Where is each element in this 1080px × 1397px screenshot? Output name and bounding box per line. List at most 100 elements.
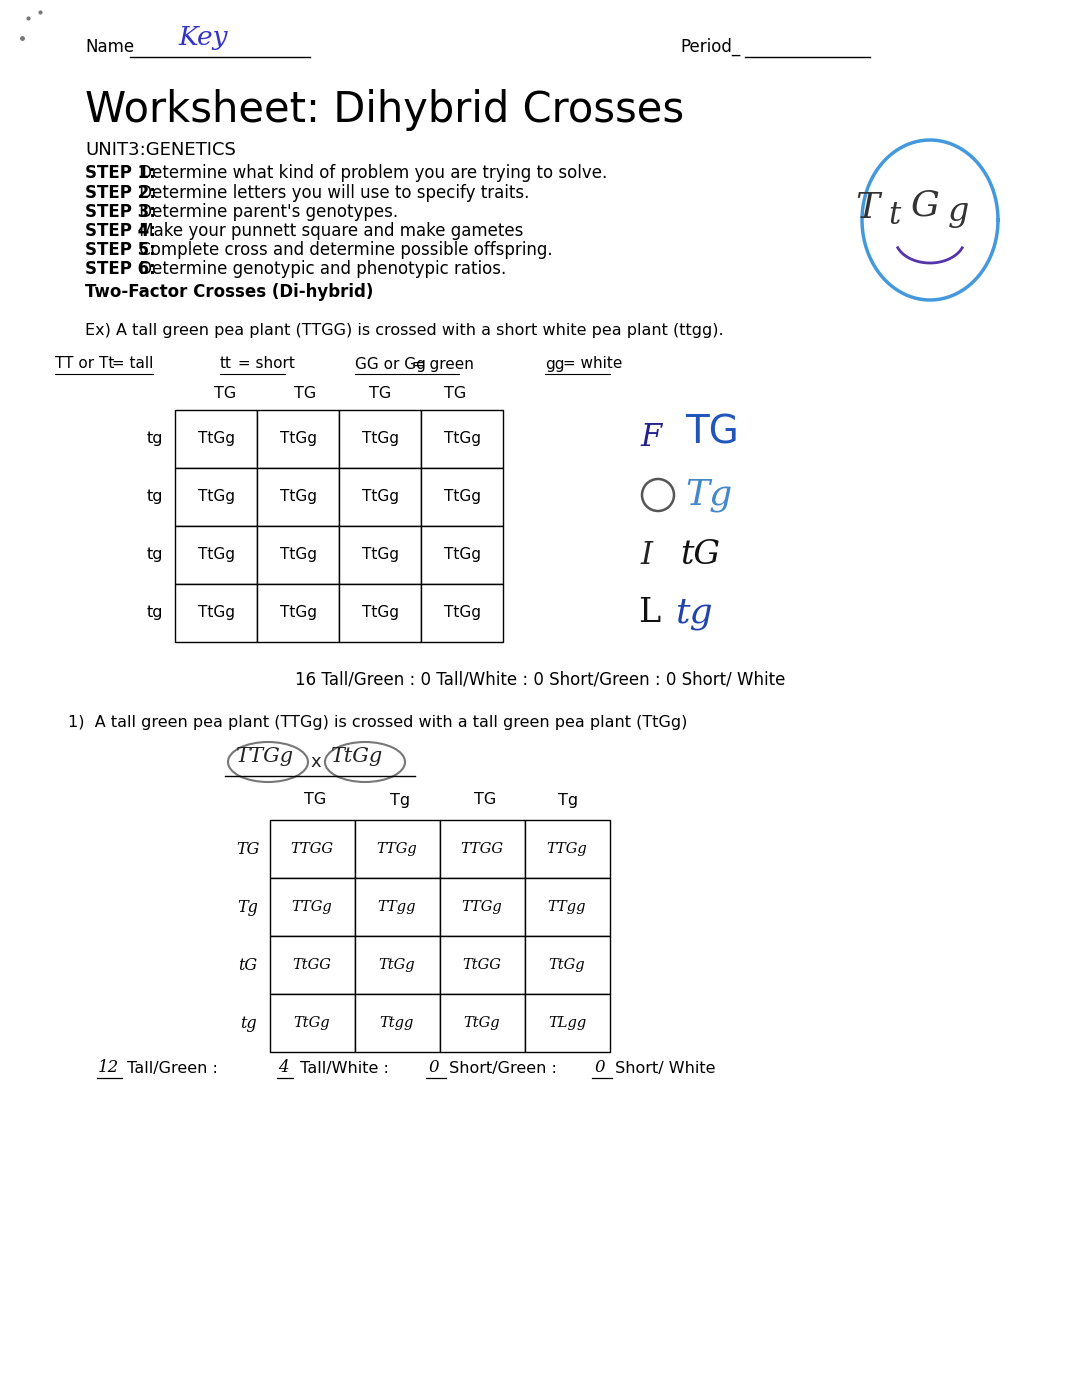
Text: x: x	[310, 753, 321, 771]
Bar	[440, 936, 525, 995]
Text: Ttgg: Ttgg	[380, 1016, 415, 1030]
Text: Tg: Tg	[558, 792, 578, 807]
Text: TtGG: TtGG	[462, 958, 501, 972]
Text: TTgg: TTgg	[548, 900, 586, 914]
Text: 1)  A tall green pea plant (TTGg) is crossed with a tall green pea plant (TtGg): 1) A tall green pea plant (TTGg) is cros…	[68, 714, 687, 729]
Text: Period_: Period_	[680, 38, 740, 56]
Text: TtGg: TtGg	[280, 489, 316, 504]
Text: Short/ White: Short/ White	[610, 1060, 715, 1076]
Bar	[175, 409, 257, 468]
Text: Tg: Tg	[238, 898, 258, 915]
Bar	[355, 936, 440, 995]
Bar	[355, 995, 440, 1052]
Text: Key: Key	[178, 25, 228, 50]
Text: STEP 4:: STEP 4:	[85, 222, 156, 240]
Text: TtGg: TtGg	[463, 1016, 500, 1030]
Text: 4: 4	[278, 1059, 288, 1077]
Text: tg: tg	[675, 597, 713, 630]
Text: STEP 3:: STEP 3:	[85, 203, 156, 221]
Text: TTGg: TTGg	[377, 842, 417, 856]
Bar	[270, 995, 355, 1052]
Bar	[421, 468, 503, 527]
Bar	[421, 584, 503, 643]
Text: Complete cross and determine possible offspring.: Complete cross and determine possible of…	[134, 242, 553, 258]
Bar	[270, 877, 355, 936]
Bar	[440, 877, 525, 936]
Bar	[257, 527, 339, 584]
Bar	[525, 877, 610, 936]
Text: TtGg: TtGg	[330, 747, 382, 767]
Text: gg: gg	[545, 356, 565, 372]
Bar	[175, 527, 257, 584]
Text: t: t	[888, 200, 901, 231]
Text: I: I	[640, 539, 652, 570]
Bar	[175, 584, 257, 643]
Text: g: g	[948, 196, 970, 228]
Text: TtGg: TtGg	[362, 548, 399, 563]
Text: G: G	[910, 189, 939, 222]
Text: TtGg: TtGg	[362, 489, 399, 504]
Bar	[440, 995, 525, 1052]
Bar	[440, 820, 525, 877]
Text: TtGg: TtGg	[280, 605, 316, 620]
Text: TtGg: TtGg	[294, 1016, 330, 1030]
Text: Ex) A tall green pea plant (TTGG) is crossed with a short white pea plant (ttgg): Ex) A tall green pea plant (TTGG) is cro…	[85, 323, 724, 338]
Bar	[355, 820, 440, 877]
Text: TtGg: TtGg	[444, 489, 481, 504]
Text: TT or Tt: TT or Tt	[55, 356, 114, 372]
Bar	[421, 409, 503, 468]
Text: TtGg: TtGg	[198, 432, 234, 447]
Text: Tg: Tg	[390, 792, 410, 807]
Text: 16 Tall/Green : 0 Tall/White : 0 Short/Green : 0 Short/ White: 16 Tall/Green : 0 Tall/White : 0 Short/G…	[295, 671, 785, 689]
Text: TG: TG	[369, 386, 391, 401]
Text: TLgg: TLgg	[548, 1016, 586, 1030]
Text: = short: = short	[233, 356, 295, 372]
Text: Determine letters you will use to specify traits.: Determine letters you will use to specif…	[134, 184, 529, 203]
Text: TtGg: TtGg	[444, 432, 481, 447]
Text: STEP 6:: STEP 6:	[85, 260, 156, 278]
Text: TTGg: TTGg	[235, 747, 293, 767]
Bar	[270, 820, 355, 877]
Text: Worksheet: Dihybrid Crosses: Worksheet: Dihybrid Crosses	[85, 89, 684, 131]
Bar	[525, 995, 610, 1052]
Text: TG: TG	[303, 792, 326, 807]
Text: TtGG: TtGG	[293, 958, 332, 972]
Text: TG: TG	[237, 841, 259, 858]
Bar	[339, 584, 421, 643]
Bar	[525, 820, 610, 877]
Text: 0: 0	[428, 1059, 438, 1077]
Text: F: F	[640, 422, 661, 454]
Text: tg: tg	[147, 605, 163, 620]
Text: TtGg: TtGg	[198, 489, 234, 504]
Text: = green: = green	[407, 356, 474, 372]
Text: TG: TG	[474, 792, 496, 807]
Text: TG: TG	[294, 386, 316, 401]
Text: = white: = white	[558, 356, 622, 372]
Text: Tall/White :: Tall/White :	[295, 1060, 394, 1076]
Text: UNIT3:GENETICS: UNIT3:GENETICS	[85, 141, 235, 159]
Text: TG: TG	[444, 386, 467, 401]
Text: TTGg: TTGg	[546, 842, 588, 856]
Text: GG or Gg: GG or Gg	[355, 356, 426, 372]
Text: TTGG: TTGG	[291, 842, 334, 856]
Text: Determine genotypic and phenotypic ratios.: Determine genotypic and phenotypic ratio…	[134, 260, 507, 278]
Text: Tg: Tg	[685, 478, 732, 511]
Bar	[339, 409, 421, 468]
Text: TTGg: TTGg	[461, 900, 502, 914]
Bar	[355, 877, 440, 936]
Text: Short/Green :: Short/Green :	[444, 1060, 562, 1076]
Text: TtGg: TtGg	[198, 548, 234, 563]
Text: Determine parent's genotypes.: Determine parent's genotypes.	[134, 203, 399, 221]
Text: tg: tg	[147, 548, 163, 563]
Text: STEP 2:: STEP 2:	[85, 184, 156, 203]
Text: TtGg: TtGg	[362, 605, 399, 620]
Text: TTGG: TTGG	[460, 842, 503, 856]
Text: TtGg: TtGg	[280, 548, 316, 563]
Text: L: L	[638, 597, 660, 629]
Text: tG: tG	[239, 957, 257, 974]
Text: TtGg: TtGg	[198, 605, 234, 620]
Bar	[339, 468, 421, 527]
Text: TtGg: TtGg	[444, 605, 481, 620]
Text: tG: tG	[680, 539, 720, 571]
Text: Determine what kind of problem you are trying to solve.: Determine what kind of problem you are t…	[134, 163, 607, 182]
